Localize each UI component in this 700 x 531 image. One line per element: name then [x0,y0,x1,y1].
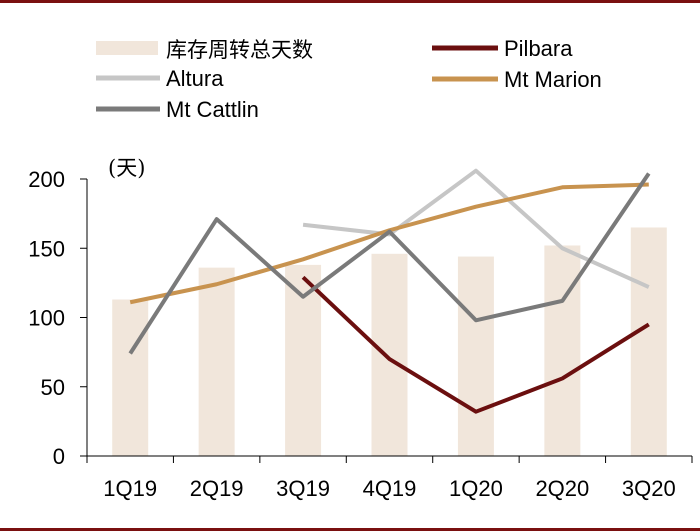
legend-label-pilbara: Pilbara [504,36,573,61]
y-tick-label: 50 [41,375,65,400]
x-tick-label: 4Q19 [363,476,417,501]
x-tick-label: 2Q19 [190,476,244,501]
x-tick-label: 1Q20 [449,476,503,501]
y-axis-unit-label: (天) [108,156,145,180]
bar-1Q20 [457,256,494,456]
x-tick-label: 1Q19 [103,476,157,501]
legend-label-mt-marion: Mt Marion [504,67,602,92]
legend: 库存周转总天数 Altura Mt Cattlin Pilbara Mt Mar… [96,36,602,122]
legend-item-mt-marion: Mt Marion [432,67,602,92]
legend-label-mt-cattlin: Mt Cattlin [166,97,259,122]
bar-4Q19 [371,253,408,456]
legend-item-mt-cattlin: Mt Cattlin [96,97,259,122]
y-tick-label: 200 [28,167,65,192]
line-mt-cattlin [128,172,651,355]
x-tick-label: 3Q19 [276,476,330,501]
x-tick-label: 3Q20 [622,476,676,501]
legend-item-pilbara: Pilbara [432,36,573,61]
legend-item-altura: Altura [96,66,224,91]
x-axis: 1Q19 2Q19 3Q19 4Q19 1Q20 2Q20 3Q20 [86,455,693,501]
y-tick-label: 150 [28,236,65,261]
bar-1Q19 [112,299,149,456]
bar-3Q19 [285,264,322,456]
bar-3Q20 [630,227,667,456]
bar-series [112,227,667,456]
x-tick-label: 2Q20 [535,476,589,501]
legend-label-altura: Altura [166,66,224,91]
legend-item-bar: 库存周转总天数 [96,38,313,62]
y-axis: 0 50 100 150 200 [28,167,88,469]
line-pilbara [301,275,650,414]
y-tick-label: 0 [53,444,65,469]
legend-swatch-bar [96,41,158,55]
bar-2Q20 [544,245,581,456]
line-series-group [128,168,651,414]
y-tick-label: 100 [28,306,65,331]
bar-2Q19 [198,267,235,456]
legend-label-bar: 库存周转总天数 [166,38,313,62]
